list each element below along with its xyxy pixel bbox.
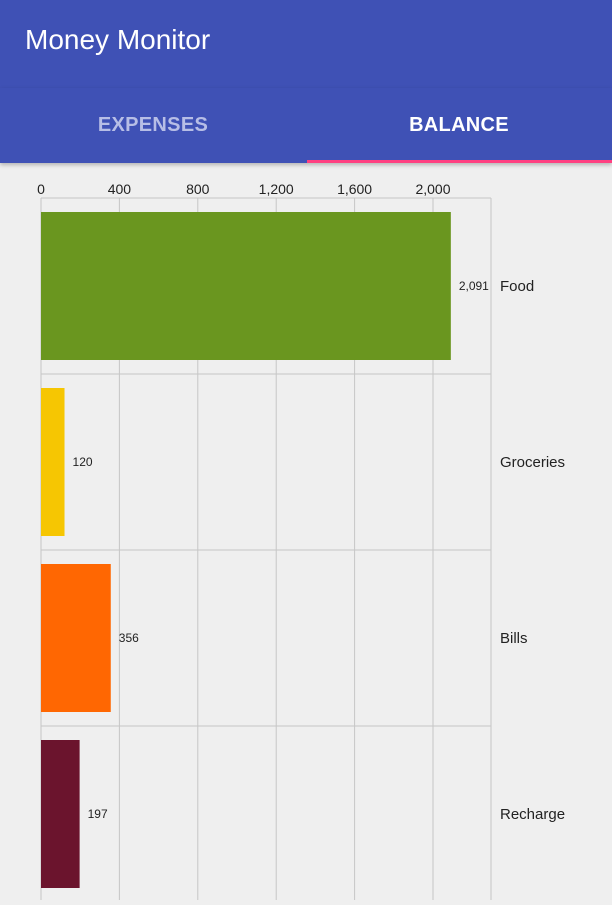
x-tick-label: 1,200 — [259, 181, 294, 197]
data-label: 197 — [88, 807, 108, 821]
bar-food — [41, 212, 451, 360]
category-label: Recharge — [500, 806, 565, 823]
balance-chart: 0 400 800 1,200 1,600 2,000 2,091 Food 120 Grocer… — [0, 163, 612, 905]
x-tick-label: 800 — [186, 181, 210, 197]
bar-chart: 0 400 800 1,200 1,600 2,000 2,091 Food 120 Grocer… — [37, 181, 565, 905]
data-label: 356 — [119, 631, 139, 645]
tab-bar: EXPENSES BALANCE — [0, 88, 612, 163]
bar-bills — [41, 564, 111, 712]
app-title: Money Monitor — [25, 24, 211, 55]
x-tick-label: 400 — [108, 181, 132, 197]
category-label: Food — [500, 278, 534, 295]
x-tick-label: 1,600 — [337, 181, 372, 197]
bar-recharge — [41, 740, 80, 888]
category-label: Bills — [500, 630, 528, 647]
data-label: 120 — [73, 455, 93, 469]
x-tick-label: 2,000 — [415, 181, 450, 197]
data-label: 2,091 — [459, 279, 489, 293]
app-bar: Money Monitor — [0, 0, 612, 88]
selected-tab-indicator — [307, 160, 612, 163]
tab-expenses[interactable]: EXPENSES — [97, 114, 209, 136]
x-tick-label: 0 — [37, 181, 45, 197]
category-label: Groceries — [500, 454, 565, 471]
bar-groceries — [41, 388, 65, 536]
tab-balance[interactable]: BALANCE — [409, 114, 509, 136]
